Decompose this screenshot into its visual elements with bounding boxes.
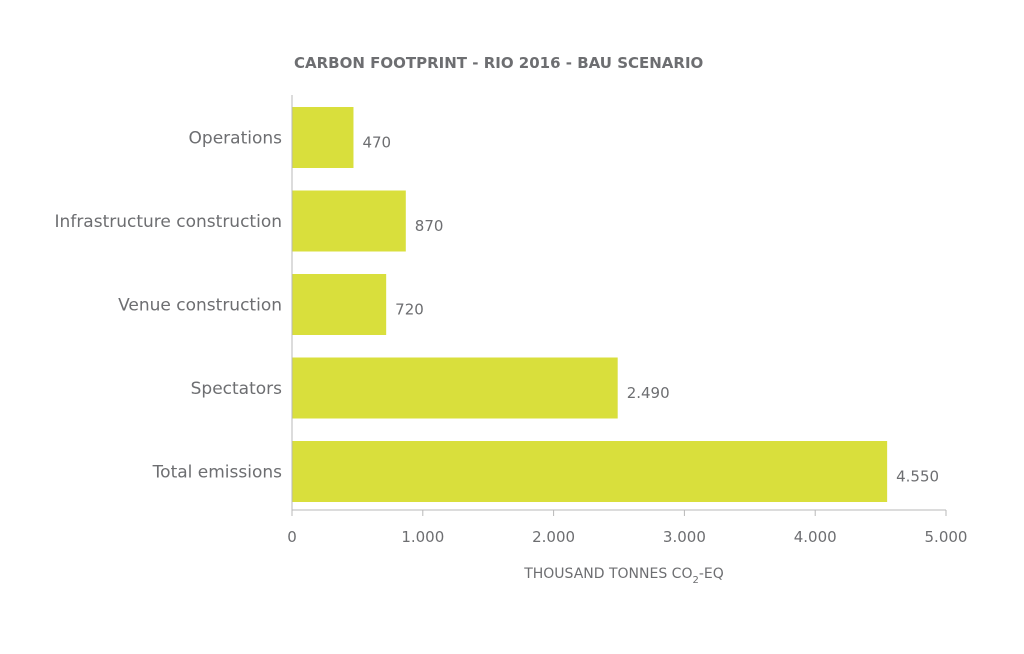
x-axis-title: THOUSAND TONNES CO2-EQ	[523, 566, 724, 586]
category-label: Spectators	[191, 379, 283, 399]
bar-infrastructure-construction	[292, 190, 406, 252]
x-tick-label: 0	[287, 528, 297, 546]
category-label: Total emissions	[152, 463, 282, 483]
bar-total-emissions	[292, 441, 888, 502]
x-tick-label: 5.000	[925, 528, 968, 546]
value-label: 2.490	[627, 384, 670, 402]
chart-title: CARBON FOOTPRINT - RIO 2016 - BAU SCENAR…	[294, 54, 703, 72]
value-labels-group: 470 870 720 2.490 4.550	[362, 134, 939, 486]
x-tick-label: 3.000	[663, 528, 706, 546]
category-labels-group: Operations Infrastructure construction Ven…	[55, 129, 283, 483]
x-tick-label: 2.000	[532, 528, 575, 546]
bar-operations	[292, 107, 354, 168]
category-label: Venue construction	[118, 296, 282, 316]
category-label: Operations	[189, 129, 283, 149]
x-tick-label: 4.000	[794, 528, 837, 546]
bar-spectators	[292, 357, 618, 419]
category-label: Infrastructure construction	[55, 212, 282, 232]
value-label: 470	[362, 134, 391, 152]
value-label: 4.550	[896, 468, 939, 486]
value-label: 720	[395, 301, 424, 319]
x-axis-title-main: THOUSAND TONNES CO	[523, 566, 692, 582]
bars-group	[292, 107, 888, 502]
x-axis-title-subscript: 2	[692, 575, 698, 586]
x-tick-label: 1.000	[401, 528, 444, 546]
bar-venue-construction	[292, 274, 387, 335]
value-label: 870	[415, 217, 444, 235]
x-axis-title-suffix: -EQ	[699, 566, 724, 582]
x-axis-ticks-group: 0 1.000 2.000 3.000 4.000 5.000	[287, 510, 967, 546]
